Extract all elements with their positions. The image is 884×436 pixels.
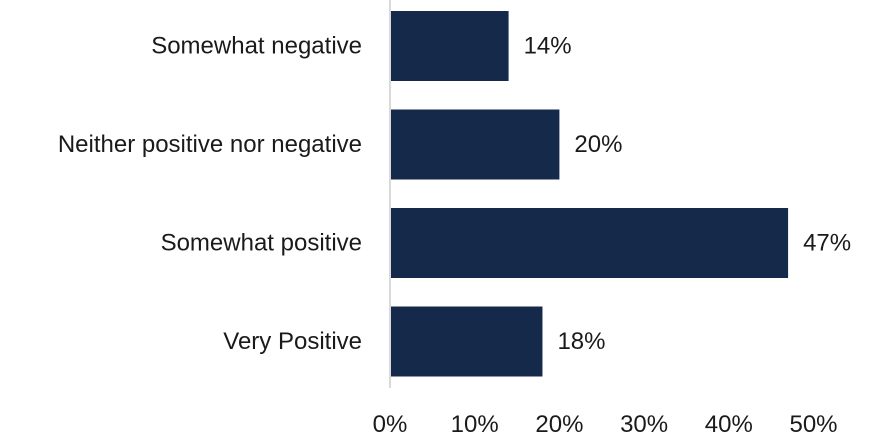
x-tick-label-0: 0%: [373, 411, 408, 436]
data-label-3: 18%: [557, 328, 605, 355]
bar-2: [390, 208, 789, 278]
bar-3: [390, 306, 543, 377]
data-labels: 14% 20% 47% 18%: [524, 33, 852, 356]
data-label-2: 47%: [803, 230, 851, 257]
category-label-2: Somewhat positive: [161, 230, 362, 257]
x-tick-label-2: 20%: [535, 411, 583, 436]
x-tick-label-1: 10%: [451, 411, 499, 436]
data-label-1: 20%: [574, 131, 622, 158]
bars-group: [390, 11, 789, 377]
category-label-0: Somewhat negative: [151, 33, 362, 60]
category-labels: Somewhat negative Neither positive nor ne…: [58, 33, 362, 356]
data-label-0: 14%: [524, 33, 572, 60]
bar-1: [390, 109, 560, 180]
bar-0: [390, 11, 509, 81]
x-tick-label-4: 40%: [705, 411, 753, 436]
category-label-1: Neither positive nor negative: [58, 131, 362, 158]
x-tick-label-3: 30%: [620, 411, 668, 436]
x-tick-label-5: 50%: [789, 411, 837, 436]
category-label-3: Very Positive: [223, 328, 362, 355]
x-axis-tick-labels: 0% 10% 20% 30% 40% 50%: [373, 411, 838, 436]
